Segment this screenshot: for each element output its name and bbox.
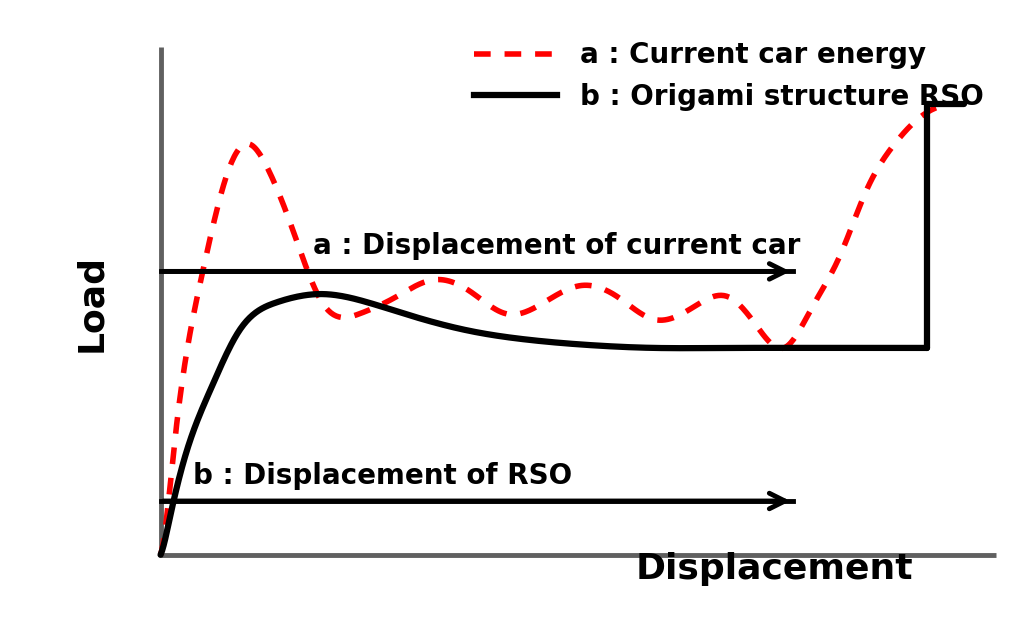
Text: b : Displacement of RSO: b : Displacement of RSO [193, 462, 573, 490]
Text: a : Displacement of current car: a : Displacement of current car [313, 232, 800, 260]
Text: Load: Load [74, 254, 109, 352]
Text: Displacement: Displacement [636, 552, 913, 586]
Legend: a : Current car energy, b : Origami structure RSO: a : Current car energy, b : Origami stru… [466, 33, 991, 120]
